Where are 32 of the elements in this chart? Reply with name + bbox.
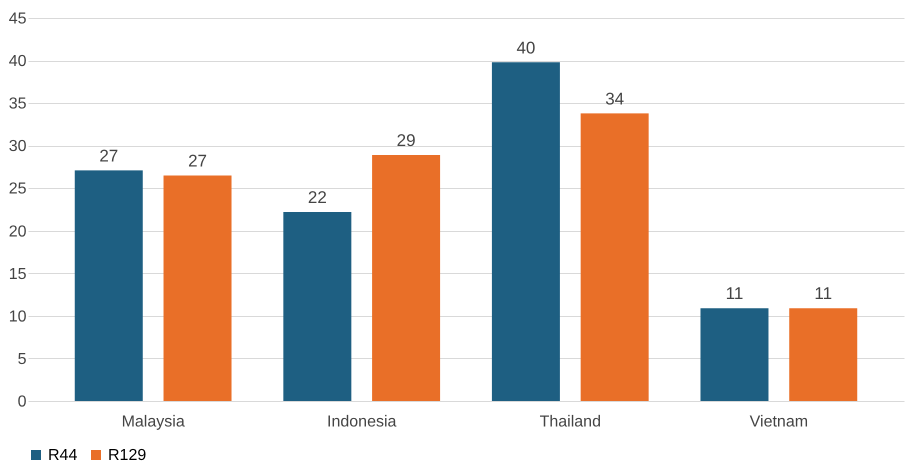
- bar: [492, 62, 560, 401]
- y-tick-label: 35: [8, 96, 27, 113]
- bar: [789, 308, 858, 401]
- x-tick-label: Malaysia: [122, 414, 185, 430]
- bar: [164, 175, 232, 401]
- bar: [372, 155, 440, 401]
- data-label: 11: [726, 284, 744, 304]
- y-tick-label: 15: [8, 266, 27, 283]
- x-tick-label: Thailand: [540, 414, 601, 430]
- x-tick-label: Vietnam: [750, 414, 808, 430]
- x-tick-label: Indonesia: [327, 414, 397, 430]
- bar: [283, 212, 352, 401]
- y-tick-label: 0: [18, 394, 27, 410]
- data-label: 27: [99, 146, 118, 166]
- y-tick-label: 20: [8, 223, 27, 240]
- bar: [580, 113, 649, 401]
- legend-label: R129: [108, 447, 146, 464]
- bar: [74, 170, 143, 401]
- y-tick-label: 25: [8, 180, 27, 198]
- data-label: 22: [308, 188, 327, 208]
- legend-label: R44: [48, 447, 78, 464]
- y-tick-label: 40: [8, 53, 27, 70]
- y-tick-label: 45: [8, 10, 27, 28]
- data-label: 40: [516, 38, 536, 58]
- bar: [700, 308, 768, 401]
- y-tick-label: 5: [18, 350, 27, 368]
- data-label: 27: [188, 151, 207, 170]
- y-tick-label: 10: [8, 308, 27, 326]
- data-label: 29: [396, 131, 416, 150]
- data-label: 11: [814, 284, 832, 304]
- data-label: 34: [605, 89, 624, 108]
- y-tick-label: 30: [8, 138, 27, 156]
